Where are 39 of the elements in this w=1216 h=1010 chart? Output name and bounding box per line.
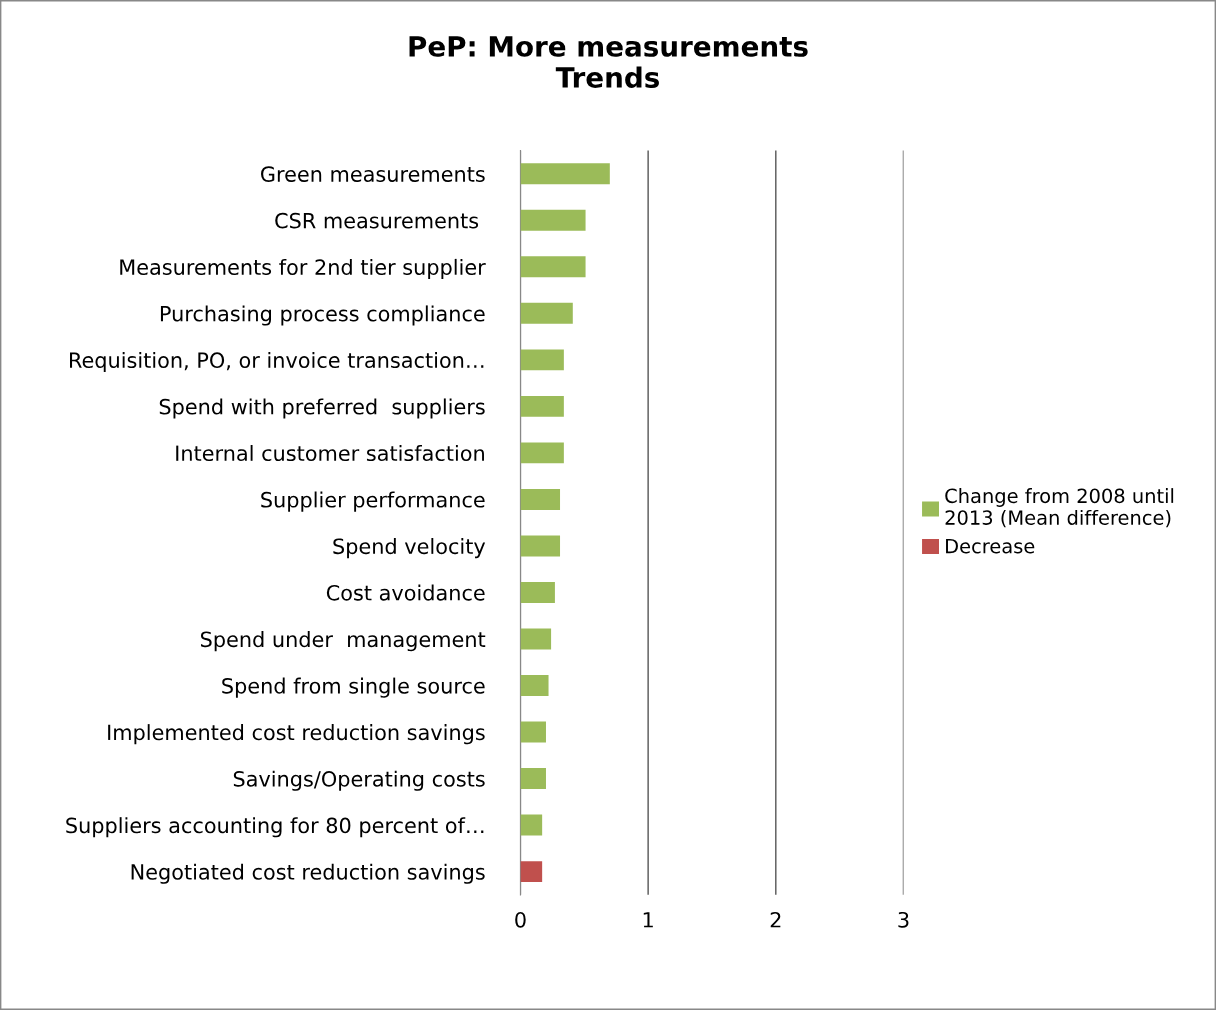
y-tick-label: Supplier performance (261, 491, 485, 512)
bar (520, 721, 546, 743)
y-tick-label: Green measurements (261, 166, 485, 182)
y-tick-label: Cost avoidance (326, 584, 485, 601)
bar (520, 163, 610, 185)
y-tick-label: Implemented cost reduction savings (108, 724, 485, 745)
bar (520, 302, 573, 324)
y-tick-label: Measurements for 2nd tier supplier (120, 258, 486, 280)
bar (520, 488, 561, 510)
y-tick-label: Savings/Operating costs (233, 770, 485, 791)
bar (520, 861, 543, 883)
bar (520, 256, 586, 278)
y-tick-label: Requisition, PO, or invoice transaction… (70, 351, 484, 373)
x-tick-label: 0 (515, 911, 526, 928)
y-tick-label: CSR measurements (275, 212, 479, 229)
bar (520, 581, 555, 603)
bar (520, 395, 564, 417)
bar (520, 442, 564, 464)
bar (520, 814, 543, 836)
y-tick-label: Purchasing process compliance (160, 305, 485, 326)
bar (520, 535, 561, 557)
chart-title: PeP: More measurements Trends (409, 36, 808, 88)
bar (520, 675, 549, 696)
bar (520, 628, 552, 650)
legend-label: Change from 2008 until 2013 (Mean difference) (945, 488, 1174, 528)
x-tick-label: 1 (643, 912, 653, 928)
y-tick-label: Suppliers accounting for 80 percent of… (66, 817, 484, 838)
bar (520, 349, 564, 371)
y-tick-label: Negotiated cost reduction savings (131, 863, 485, 884)
y-tick-label: Spend with preferred suppliers (159, 398, 485, 419)
x-tick-label: 2 (770, 911, 781, 928)
bar (520, 209, 586, 231)
y-tick-label: Spend velocity (333, 538, 486, 559)
y-tick-label: Spend from single source (222, 677, 485, 698)
bar (520, 768, 546, 790)
y-tick-label: Spend under management (200, 631, 486, 652)
y-tick-label: Internal customer satisfaction (176, 444, 484, 462)
legend-label: Decrease (946, 539, 1035, 554)
x-tick-label: 3 (898, 911, 909, 928)
